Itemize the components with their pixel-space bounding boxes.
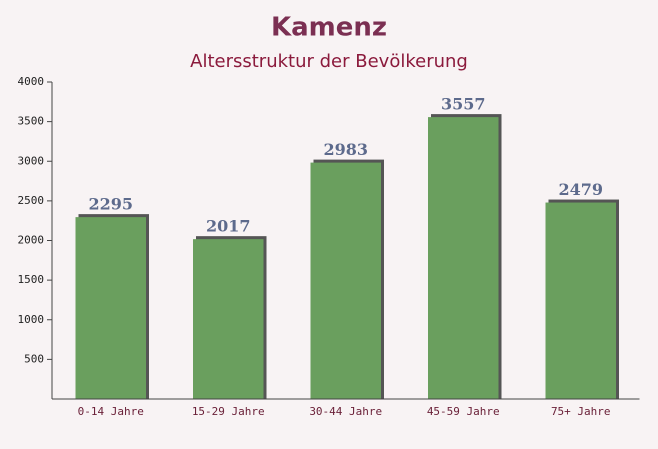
bar — [193, 239, 264, 399]
bar — [545, 202, 616, 399]
y-tick-label: 4000 — [18, 75, 45, 88]
y-tick-label: 1000 — [18, 313, 45, 326]
y-tick-label: 2000 — [18, 234, 45, 247]
x-tick-label: 0-14 Jahre — [78, 405, 144, 418]
value-label: 2983 — [323, 140, 368, 159]
chart-subtitle: Altersstruktur der Bevölkerung — [190, 51, 468, 72]
y-tick-label: 3500 — [18, 115, 45, 128]
y-tick-label: 500 — [24, 352, 44, 365]
x-tick-label: 15-29 Jahre — [192, 405, 265, 418]
y-tick-label: 1500 — [18, 273, 45, 286]
bar — [75, 217, 146, 399]
bar — [428, 117, 499, 399]
x-tick-label: 30-44 Jahre — [309, 405, 382, 418]
value-label: 2295 — [88, 195, 133, 214]
value-label: 3557 — [441, 95, 486, 114]
y-tick-label: 2500 — [18, 194, 45, 207]
y-tick-label: 3000 — [18, 154, 45, 167]
value-label: 2017 — [206, 217, 251, 236]
bar — [310, 162, 381, 399]
chart-title: Kamenz — [271, 13, 387, 43]
value-label: 2479 — [558, 180, 603, 199]
x-tick-label: 45-59 Jahre — [427, 405, 500, 418]
x-tick-label: 75+ Jahre — [551, 405, 611, 418]
